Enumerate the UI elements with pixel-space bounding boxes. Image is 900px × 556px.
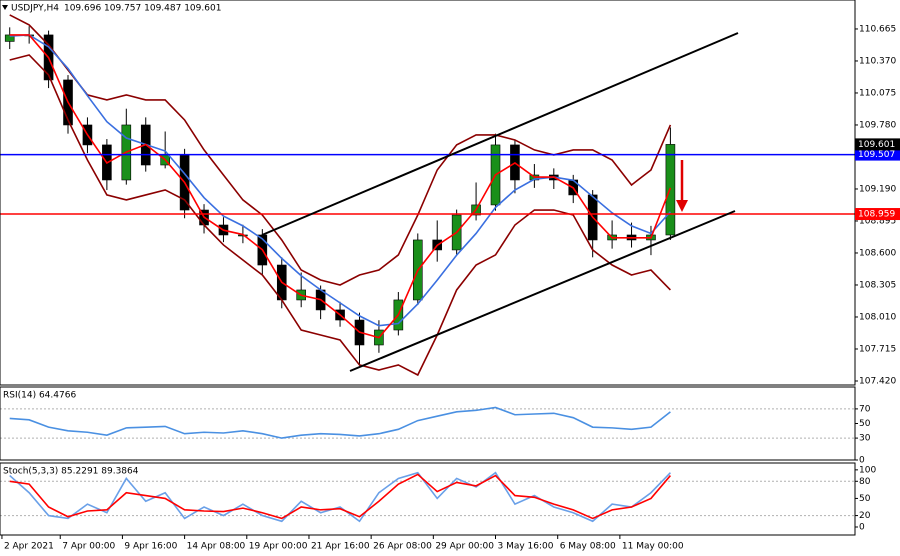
y-tick-label: 108.305 <box>859 280 896 290</box>
arrow-head <box>676 200 688 212</box>
menu-marker <box>2 5 8 10</box>
y-tick-label: 108.895 <box>859 216 896 226</box>
indicator-line <box>9 406 671 439</box>
y-tick-label: 0 <box>859 523 865 533</box>
x-tick-label: 21 Apr 16:00 <box>311 542 370 552</box>
current-price-tag <box>855 138 900 151</box>
y-tick-label: 110.370 <box>859 56 896 66</box>
panel-subtitle: 109.696 109.757 109.487 109.601 <box>64 4 221 14</box>
price-tag <box>855 148 900 161</box>
x-tick-label: 29 Apr 00:00 <box>435 542 494 552</box>
x-tick-label: 6 May 08:00 <box>560 542 616 552</box>
y-tick-label: 110.665 <box>859 24 896 34</box>
y-tick-label: 50 <box>859 419 871 429</box>
price-tag-label: 109.507 <box>858 150 895 160</box>
channel-lower <box>349 210 736 372</box>
overlay-line <box>9 34 671 327</box>
current-price-label: 109.601 <box>858 140 895 150</box>
label-layer: 110.665 110.370 110.075 109.780 109.190 108.8… <box>1 4 900 552</box>
x-tick-label: 11 May 00:00 <box>622 542 684 552</box>
y-tick-label: 110.075 <box>859 88 896 98</box>
y-tick-label: 108.010 <box>859 312 896 322</box>
y-tick-label: 100 <box>859 465 876 475</box>
y-tick-label: 109.780 <box>859 120 896 130</box>
y-tick-label: 30 <box>859 434 871 444</box>
indicator-line <box>9 471 671 523</box>
x-tick-label: 2 Apr 2021 <box>4 542 54 552</box>
x-tick-label: 14 Apr 08:00 <box>187 542 246 552</box>
stoch-frame <box>0 462 856 536</box>
overlay-line <box>9 14 672 286</box>
y-tick-label: 80 <box>859 477 871 487</box>
panel-title: RSI(14) 64.4766 <box>3 391 76 401</box>
price-tag-label: 108.959 <box>858 210 895 220</box>
x-tick-label: 19 Apr 00:00 <box>249 542 308 552</box>
y-tick-label: 70 <box>859 404 871 414</box>
channel-upper <box>261 32 739 236</box>
overlay-line <box>9 54 671 377</box>
x-tick-label: 7 Apr 00:00 <box>62 542 115 552</box>
y-tick-label: 107.420 <box>859 376 896 386</box>
y-tick-label: 107.715 <box>859 344 896 354</box>
y-tick-label: 0 <box>859 456 865 466</box>
panel-title: Stoch(5,3,3) 85.2291 89.3864 <box>3 467 139 477</box>
x-tick-label: 26 Apr 08:00 <box>373 542 432 552</box>
y-tick-label: 20 <box>859 511 871 521</box>
indicator-line <box>9 473 672 520</box>
plot-layer <box>0 14 855 523</box>
price-tag <box>855 208 900 221</box>
y-tick-label: 108.600 <box>859 248 896 258</box>
main-frame <box>0 0 856 386</box>
x-tick-label: 9 Apr 16:00 <box>124 542 177 552</box>
panel-title: USDJPY,H4 <box>11 4 59 14</box>
y-tick-label: 109.190 <box>859 184 896 194</box>
overlay-line <box>9 34 672 339</box>
x-tick-label: 3 May 16:00 <box>498 542 554 552</box>
y-tick-label: 50 <box>859 494 871 504</box>
